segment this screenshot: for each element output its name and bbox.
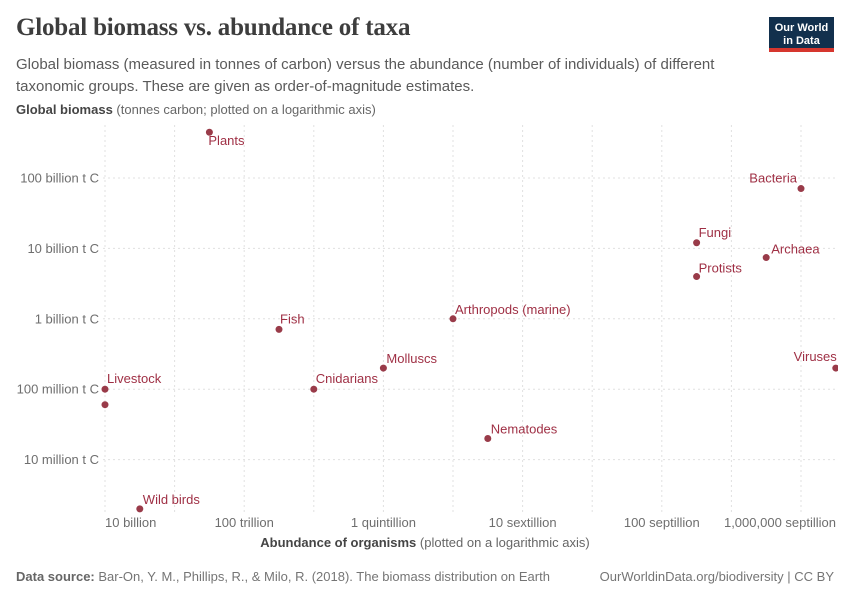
- logo-accent-bar: [769, 48, 834, 52]
- data-point-wild-birds[interactable]: [136, 505, 144, 513]
- data-point-protists[interactable]: [693, 273, 701, 281]
- point-label-protists: Protists: [699, 261, 743, 276]
- x-axis-label-rest: (plotted on a logarithmic axis): [416, 535, 590, 550]
- point-label-fungi: Fungi: [699, 225, 732, 240]
- y-tick-label: 1 billion t C: [35, 311, 99, 326]
- x-tick-label: 1 quintillion: [351, 515, 416, 530]
- owid-logo[interactable]: Our World in Data: [769, 17, 834, 52]
- data-point-plants[interactable]: [205, 128, 213, 136]
- data-point-fish[interactable]: [275, 325, 283, 333]
- data-points: [101, 128, 839, 513]
- point-label-cnidarians: Cnidarians: [316, 371, 379, 386]
- y-tick-label: 10 million t C: [24, 452, 99, 467]
- data-point-bacteria[interactable]: [797, 185, 805, 193]
- gridlines: [103, 125, 838, 512]
- point-label-bacteria: Bacteria: [749, 171, 797, 186]
- data-point-unlabeled[interactable]: [101, 401, 109, 409]
- x-tick-label: 100 trillion: [215, 515, 274, 530]
- point-label-arthropods-marine: Arthropods (marine): [455, 302, 571, 317]
- y-axis-heading-rest: (tonnes carbon; plotted on a logarithmic…: [112, 102, 376, 117]
- point-label-molluscs: Molluscs: [386, 351, 437, 366]
- subtitle-line1: Global biomass (measured in tonnes of ca…: [16, 56, 715, 73]
- point-label-wild-birds: Wild birds: [143, 492, 201, 507]
- subtitle-line2: taxonomic groups. These are given as ord…: [16, 78, 475, 95]
- x-tick-label: 10 sextillion: [489, 515, 557, 530]
- page-title: Global biomass vs. abundance of taxa: [16, 14, 411, 41]
- data-source-text: Bar-On, Y. M., Phillips, R., & Milo, R. …: [94, 569, 550, 584]
- chart-subtitle: Global biomass (measured in tonnes of ca…: [16, 54, 756, 98]
- logo-text-line1: Our World: [774, 21, 829, 34]
- data-point-livestock[interactable]: [101, 385, 109, 393]
- data-point-cnidarians[interactable]: [310, 385, 318, 393]
- logo-text-line2: in Data: [783, 34, 820, 47]
- y-tick-label: 100 billion t C: [20, 171, 99, 186]
- x-tick-label: 10 billion: [105, 515, 156, 530]
- y-axis-heading-bold: Global biomass: [16, 102, 113, 117]
- data-source: Data source: Bar-On, Y. M., Phillips, R.…: [16, 569, 550, 584]
- data-point-fungi[interactable]: [693, 239, 701, 247]
- y-axis-heading: Global biomass (tonnes carbon; plotted o…: [16, 102, 376, 117]
- data-point-archaea[interactable]: [762, 254, 770, 262]
- point-label-archaea: Archaea: [771, 242, 820, 257]
- y-tick-label: 10 billion t C: [27, 241, 99, 256]
- data-point-viruses[interactable]: [832, 364, 839, 372]
- data-point-nematodes[interactable]: [484, 434, 492, 442]
- point-labels: Plants Bacteria Fungi Archaea Protists Arthro…: [107, 133, 837, 507]
- point-label-fish: Fish: [280, 311, 305, 326]
- y-tick-label: 100 million t C: [17, 382, 99, 397]
- attribution-link[interactable]: OurWorldinData.org/biodiversity | CC BY: [599, 569, 834, 584]
- point-label-plants: Plants: [208, 133, 245, 148]
- point-label-viruses: Viruses: [794, 349, 838, 364]
- point-label-nematodes: Nematodes: [491, 421, 558, 436]
- data-point-molluscs[interactable]: [379, 364, 387, 372]
- x-tick-label: 1,000,000 septillion: [724, 515, 836, 530]
- x-axis-label-bold: Abundance of organisms: [260, 535, 417, 550]
- point-label-livestock: Livestock: [107, 371, 162, 386]
- footer: Data source: Bar-On, Y. M., Phillips, R.…: [16, 569, 834, 584]
- x-axis-label: Abundance of organisms (plotted on a log…: [0, 535, 850, 550]
- data-source-label: Data source:: [16, 569, 95, 584]
- data-point-arthropods-marine[interactable]: [449, 315, 457, 323]
- x-tick-label: 100 septillion: [624, 515, 700, 530]
